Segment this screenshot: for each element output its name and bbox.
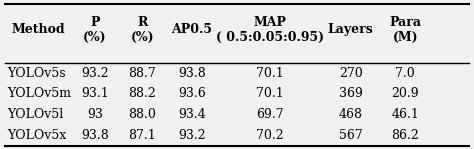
Text: 70.1: 70.1: [256, 87, 284, 100]
Text: 70.2: 70.2: [256, 129, 284, 142]
Text: YOLOv5s: YOLOv5s: [7, 66, 66, 80]
Text: 270: 270: [339, 66, 363, 80]
Text: 567: 567: [339, 129, 363, 142]
Text: P
(%): P (%): [83, 16, 107, 44]
Text: 93.8: 93.8: [178, 66, 206, 80]
Text: 46.1: 46.1: [392, 108, 419, 121]
Text: 88.0: 88.0: [128, 108, 156, 121]
Text: 93.6: 93.6: [178, 87, 206, 100]
Text: Method: Method: [11, 23, 65, 36]
Text: YOLOv5m: YOLOv5m: [7, 87, 71, 100]
Text: 93.1: 93.1: [81, 87, 109, 100]
Text: 88.2: 88.2: [128, 87, 156, 100]
Text: 70.1: 70.1: [256, 66, 284, 80]
Text: 369: 369: [339, 87, 363, 100]
Text: AP0.5: AP0.5: [172, 23, 212, 36]
Text: 69.7: 69.7: [256, 108, 284, 121]
Text: 468: 468: [339, 108, 363, 121]
Text: 93.4: 93.4: [178, 108, 206, 121]
Text: Para
(M): Para (M): [389, 16, 421, 44]
Text: YOLOv5x: YOLOv5x: [7, 129, 66, 142]
Text: 93.8: 93.8: [81, 129, 109, 142]
Text: 93.2: 93.2: [81, 66, 109, 80]
Text: 93: 93: [87, 108, 103, 121]
Text: MAP
( 0.5:0.05:0.95): MAP ( 0.5:0.05:0.95): [216, 16, 324, 44]
Text: 86.2: 86.2: [392, 129, 419, 142]
Text: 7.0: 7.0: [395, 66, 415, 80]
Text: 88.7: 88.7: [128, 66, 156, 80]
Text: 87.1: 87.1: [128, 129, 156, 142]
Text: 20.9: 20.9: [392, 87, 419, 100]
Text: YOLOv5l: YOLOv5l: [7, 108, 64, 121]
Text: R
(%): R (%): [130, 16, 154, 44]
Text: Layers: Layers: [328, 23, 374, 36]
Text: 93.2: 93.2: [178, 129, 206, 142]
